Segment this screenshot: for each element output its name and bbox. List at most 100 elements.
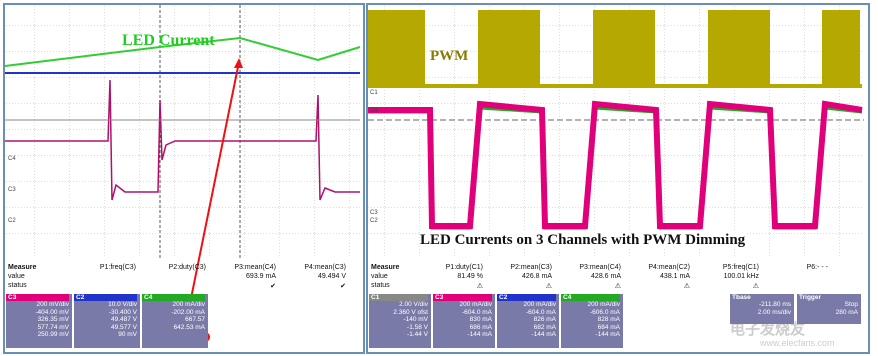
channel-marker: C3 <box>8 187 16 193</box>
measure-value: 693.9 mA <box>246 273 276 280</box>
channel-marker: C4 <box>370 108 378 114</box>
tbase-box: Tbase -211.80 ms 2.00 ms/div <box>730 294 794 324</box>
channel-box: C3 200 mA/div -604.0 mA 830 mA 686 mA -144 mA <box>433 294 495 348</box>
trigger-box: Trigger Stop 280 mA <box>797 294 861 324</box>
measure-name: P6:- - - <box>806 264 828 271</box>
channel-setting: 686 mA <box>469 323 492 331</box>
channel-setting: 10.0 V/div <box>108 301 137 309</box>
measure-status: ⚠ <box>476 283 483 290</box>
measure-status: ⚠ <box>545 283 552 290</box>
channel-setting: 828 mA <box>597 316 620 324</box>
channel-setting: 200 mV/div <box>36 301 69 309</box>
channel-setting: -1.44 V <box>407 331 428 339</box>
measure-row-label: status <box>8 282 27 289</box>
trigger-tag: Trigger <box>799 294 822 301</box>
channel-setting: 2.360 V ofst <box>393 308 428 316</box>
measure-row-label: Measure <box>371 264 400 271</box>
measure-value: 426.8 mA <box>522 273 552 280</box>
trigger-setting: 280 mA <box>835 308 858 316</box>
measure-status: ✔ <box>340 283 346 290</box>
measure-value: 81.49 % <box>457 273 483 280</box>
channel-marker: C3 <box>370 210 378 216</box>
measure-value: 438.1 mA <box>660 273 690 280</box>
channel-setting: -604.0 mA <box>462 308 492 316</box>
channel-tag: C2 <box>497 294 556 302</box>
channel-setting: 667.57 <box>185 316 205 324</box>
trigger-setting: Stop <box>844 301 858 309</box>
channel-box: C3 200 mV/div -404.00 mV 326.35 mV 577.74 mV… <box>6 294 72 348</box>
led-channel-traces <box>368 100 863 229</box>
measure-row-label: Measure <box>8 264 37 271</box>
pwm-trace <box>368 10 862 88</box>
channel-tag: C1 <box>369 294 428 302</box>
measure-status: ⚠ <box>752 283 759 290</box>
measure-row-label: status <box>371 282 390 289</box>
measure-value: 100.01 kHz <box>723 273 759 280</box>
channel-setting: -404.00 mV <box>35 308 69 316</box>
measure-value: 428.6 mA <box>591 273 621 280</box>
measure-name: P2:duty(C3) <box>168 264 206 271</box>
measure-name: P3:mean(C4) <box>579 264 621 271</box>
watermark: 电子发烧友 <box>730 321 806 338</box>
tbase-value: -211.80 ms <box>758 301 791 309</box>
measure-value: 49.494 V <box>317 273 346 280</box>
channel-tag: C3 <box>6 294 69 302</box>
channel-setting: 830 mA <box>469 316 492 324</box>
channel-setting: 200 mA/div <box>459 301 492 309</box>
measure-name: P5:freq(C1) <box>722 264 759 271</box>
channel-setting: -606.0 mA <box>590 308 620 316</box>
channel-setting: -604.0 mA <box>526 308 556 316</box>
channel-setting: 642.53 mA <box>173 323 205 331</box>
measure-status: ✔ <box>270 283 276 290</box>
channel-setting: 49.577 V <box>110 323 137 331</box>
channel-setting: 250.99 mV <box>37 331 69 339</box>
channel-setting: 2.00 V/div <box>399 301 428 309</box>
channel-box: C1 2.00 V/div 2.360 V ofst -140 mV -1.58 V -1… <box>369 294 431 348</box>
pwm-label: PWM <box>430 48 469 64</box>
channel-marker: C1 <box>370 90 378 96</box>
channel-box: C2 200 mA/div -604.0 mA 826 mA 682 mA -144 mA <box>497 294 559 348</box>
led-current-trace <box>4 36 361 67</box>
measure-status: ⚠ <box>683 283 690 290</box>
channel-tag: C4 <box>561 294 620 302</box>
measure-status: ⚠ <box>614 283 621 290</box>
channel-tag: C3 <box>433 294 492 302</box>
measure-name: P4:mean(C2) <box>648 264 690 271</box>
channel-setting: -30.400 V <box>108 308 137 316</box>
measure-name: P1:freq(C3) <box>99 264 136 271</box>
channel-setting: 200 mA/div <box>587 301 620 309</box>
channel-setting: 577.74 mV <box>37 323 69 331</box>
tbase-tag: Tbase <box>732 294 751 301</box>
tbase-setting: 2.00 ms/div <box>757 308 791 316</box>
channel-setting: 326.35 mV <box>37 316 69 324</box>
channel-setting: -144 mA <box>595 331 620 339</box>
measure-name: P4:mean(C3) <box>304 264 346 271</box>
current-trace <box>5 79 360 201</box>
channel-tag: C4 <box>142 294 205 302</box>
channel-setting: 200 mA/div <box>523 301 556 309</box>
channel-setting: 682 mA <box>533 323 556 331</box>
measure-row-label: value <box>8 273 25 280</box>
channel-setting: -144 mA <box>467 331 492 339</box>
channel-marker: C2 <box>8 218 16 224</box>
channel-setting: -1.58 V <box>407 323 428 331</box>
grid <box>5 5 360 258</box>
channel-box: C2 10.0 V/div -30.400 V 49.487 V 49.577 V 90 … <box>74 294 140 348</box>
channel-marker: C2 <box>370 218 378 224</box>
measure-name: P2:mean(C3) <box>510 264 552 271</box>
measure-name: P3:mean(C4) <box>234 264 276 271</box>
channel-setting: 684 mA <box>597 323 620 331</box>
channel-tag: C2 <box>74 294 137 302</box>
channel-setting: 49.487 V <box>110 316 137 324</box>
channel-setting: -202.00 mA <box>171 308 205 316</box>
channel-box: C4 200 mA/div -606.0 mA 828 mA 684 mA -144 mA <box>561 294 623 348</box>
caption: LED Currents on 3 Channels with PWM Dimm… <box>420 232 746 249</box>
channel-marker: C4 <box>8 156 16 162</box>
channel-setting: 200 mA/div <box>172 301 205 309</box>
led-current-label: LED Current <box>122 32 215 49</box>
channel-box: C4 200 mA/div -202.00 mA 667.57 642.53 mA <box>142 294 208 348</box>
measure-row-label: value <box>371 273 388 280</box>
channel-setting: -144 mA <box>531 331 556 339</box>
